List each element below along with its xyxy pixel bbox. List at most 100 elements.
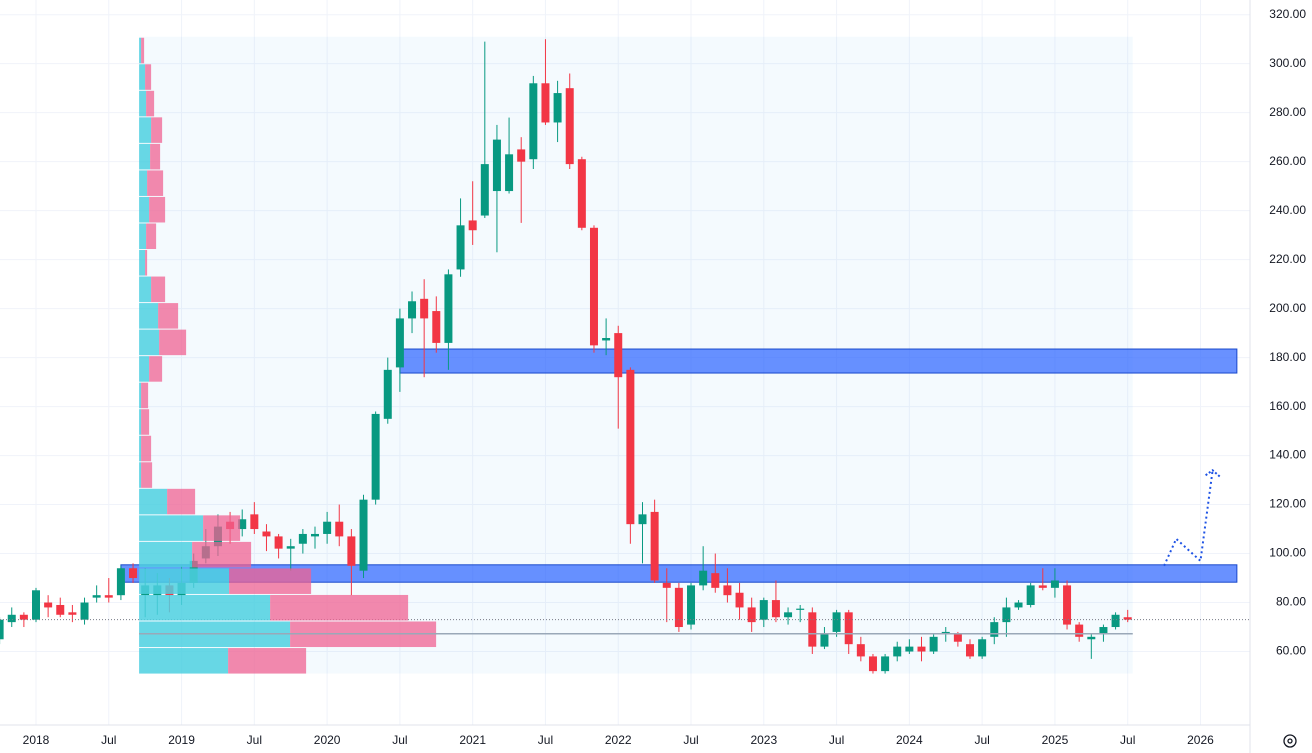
candle-body — [68, 612, 77, 615]
profile-up — [139, 170, 148, 196]
x-tick-label: 2019 — [168, 733, 195, 747]
candle-body — [262, 531, 271, 537]
profile-up — [139, 276, 152, 303]
y-tick-label: 140.00 — [1269, 448, 1306, 462]
candle-body — [80, 602, 89, 620]
candle-body — [432, 311, 441, 343]
profile-up — [139, 462, 142, 488]
profile-down — [145, 250, 148, 276]
x-tick-label: Jul — [538, 733, 553, 747]
candle-body — [820, 634, 829, 647]
candle-body — [990, 622, 999, 637]
candle-body — [0, 619, 4, 640]
candle-body — [735, 592, 744, 608]
candle-body — [687, 585, 696, 625]
candle-body — [238, 519, 247, 530]
y-tick-label: 80.00 — [1276, 595, 1306, 609]
x-tick-label: 2026 — [1187, 733, 1214, 747]
x-tick-label: Jul — [1120, 733, 1135, 747]
candle-body — [771, 600, 780, 618]
candle-body — [1099, 627, 1108, 635]
candle-body — [505, 154, 514, 192]
profile-down — [203, 515, 241, 541]
profile-up — [139, 382, 142, 409]
profile-down — [141, 37, 145, 64]
candle-body — [832, 612, 841, 632]
profile-down — [167, 488, 196, 515]
candle-body — [1026, 585, 1035, 605]
candle-body — [674, 587, 683, 628]
candle-body — [808, 612, 817, 647]
profile-down — [141, 462, 153, 488]
candle-body — [1038, 585, 1047, 588]
x-tick-label: 2024 — [896, 733, 923, 747]
candle-body — [1014, 602, 1023, 608]
profile-up — [139, 90, 147, 117]
candle-body — [323, 521, 332, 534]
candle-body — [359, 499, 368, 571]
candle-body — [589, 227, 598, 346]
profile-down — [146, 90, 155, 117]
candle-body — [116, 568, 125, 596]
profile-up — [139, 223, 147, 250]
candle-body — [286, 546, 295, 549]
candle-body — [1111, 614, 1120, 628]
candle-body — [759, 600, 768, 620]
candle-body — [56, 604, 65, 615]
profile-down — [228, 648, 307, 674]
candle-body — [456, 225, 465, 270]
candle-body — [335, 521, 344, 537]
candle-body — [371, 413, 380, 500]
candle-body — [104, 595, 113, 598]
candle-body — [298, 533, 307, 544]
y-tick-label: 280.00 — [1269, 105, 1306, 119]
candle-body — [893, 646, 902, 657]
profile-up — [139, 515, 204, 541]
profile-up — [139, 329, 160, 356]
candle-body — [1002, 607, 1011, 623]
y-tick-label: 120.00 — [1269, 497, 1306, 511]
candle-body — [577, 159, 586, 228]
candle-body — [1063, 585, 1072, 625]
candle-body — [784, 612, 793, 618]
y-tick-label: 100.00 — [1269, 546, 1306, 560]
candle-body — [395, 318, 404, 368]
candle-body — [44, 602, 53, 608]
profile-down — [270, 594, 409, 621]
candle-body — [1050, 580, 1059, 588]
candle-body — [614, 333, 623, 378]
profile-down — [145, 64, 152, 90]
projection-arrow — [1205, 468, 1222, 479]
profile-up — [139, 143, 151, 170]
candle-body — [468, 220, 477, 231]
profile-up — [139, 409, 142, 435]
profile-down — [149, 196, 166, 223]
x-tick-label: 2025 — [1042, 733, 1069, 747]
candle-body — [638, 514, 647, 525]
profile-down — [141, 409, 150, 435]
candle-body — [650, 511, 659, 581]
profile-down — [151, 276, 166, 303]
x-tick-label: Jul — [392, 733, 407, 747]
profile-up — [139, 117, 152, 143]
candle-body — [310, 533, 319, 537]
profile-down — [151, 117, 163, 143]
candle-body — [492, 139, 501, 192]
candle-body — [747, 607, 756, 623]
candle-body — [662, 582, 671, 588]
candle-body — [250, 514, 259, 530]
candle-body — [129, 568, 138, 579]
profile-up — [139, 568, 230, 594]
candle-body — [602, 338, 611, 341]
candle-body — [347, 536, 356, 566]
x-tick-label: Jul — [829, 733, 844, 747]
zone — [399, 348, 1238, 374]
x-tick-label: Jul — [974, 733, 989, 747]
projection — [1163, 470, 1214, 567]
settings-icon[interactable] — [1283, 734, 1297, 748]
profile-down — [149, 356, 163, 382]
profile-up — [139, 37, 142, 64]
candle-body — [917, 646, 926, 652]
profile-down — [150, 143, 161, 170]
